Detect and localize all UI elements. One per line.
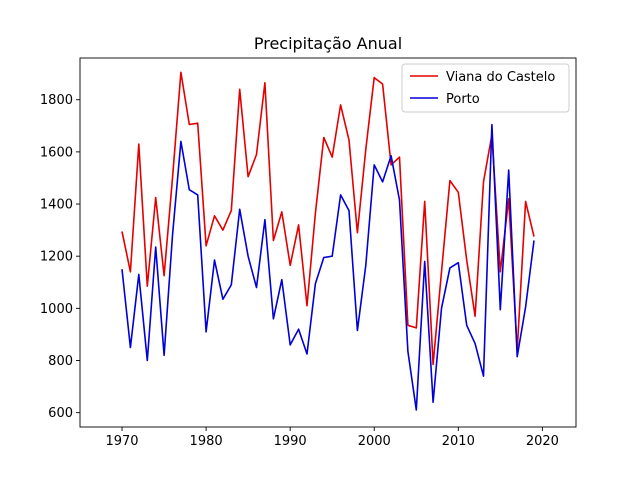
series-line-0 [121,71,535,366]
legend-label: Viana do Castelo [446,70,555,85]
x-tick-label: 2000 [358,434,391,449]
x-tick-label: 2010 [442,434,475,449]
legend-label: Porto [446,92,480,107]
series-line-1 [121,123,535,411]
y-tick-label: 1400 [40,198,73,213]
y-tick-label: 1600 [40,145,73,160]
x-tick-label: 1980 [190,434,223,449]
legend-box [401,63,570,113]
legend: Viana do Castelo Porto [401,63,570,113]
x-tick-label: 1990 [274,434,307,449]
y-tick-label: 600 [48,406,73,421]
x-tick-label: 2020 [526,434,559,449]
y-tick-label: 1000 [40,302,73,317]
plot-area [121,71,535,411]
y-tick-label: 1200 [40,250,73,265]
y-tick-label: 800 [48,354,73,369]
x-tick-label: 1970 [105,434,138,449]
chart-title: Precipitação Anual [254,34,402,53]
y-tick-label: 1800 [40,93,73,108]
axes: 1970 1980 1990 2000 2010 2020 600 800 1000 1200 14… [40,57,577,449]
axes-frame [79,57,577,428]
